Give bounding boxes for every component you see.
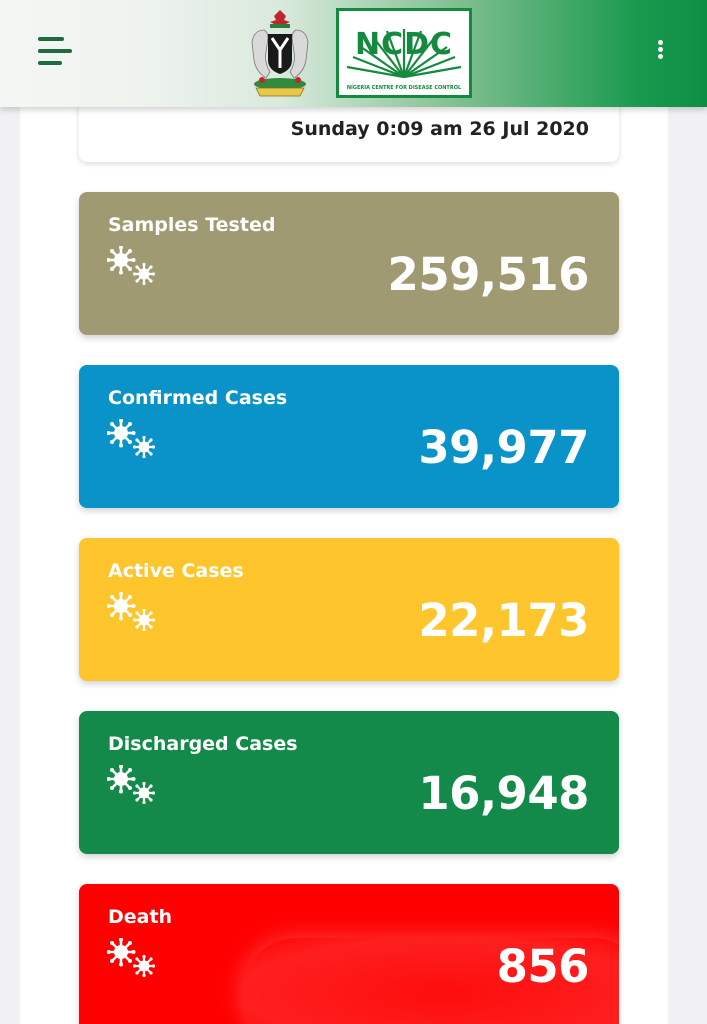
death-card[interactable]: Death 856	[79, 884, 619, 1024]
active-cases-card[interactable]: Active Cases 22,173	[79, 538, 619, 681]
virus-icon	[107, 592, 157, 633]
floating-overlay	[242, 938, 648, 1024]
stat-value: 16,948	[418, 767, 589, 820]
sunburst-icon	[346, 29, 462, 79]
stat-value: 39,977	[418, 421, 589, 474]
ncdc-logo: NCDC NIGERIA CENTRE FOR DISEASE CONTROL	[336, 8, 472, 98]
ncdc-logo-text: NCDC	[354, 27, 454, 62]
hamburger-menu-icon[interactable]	[38, 37, 74, 67]
confirmed-cases-card[interactable]: Confirmed Cases 39,977	[79, 365, 619, 508]
virus-icon	[107, 765, 157, 806]
app-header: NCDC NIGERIA CENTRE FOR DISEASE CONTROL	[0, 0, 707, 107]
stat-label: Confirmed Cases	[108, 387, 288, 409]
virus-icon	[107, 246, 157, 287]
virus-icon	[107, 938, 157, 979]
discharged-cases-card[interactable]: Discharged Cases 16,948	[79, 711, 619, 854]
stat-value: 22,173	[418, 594, 589, 647]
stat-value: 856	[497, 940, 590, 993]
samples-tested-card[interactable]: Samples Tested 259,516	[79, 192, 619, 335]
virus-icon	[107, 419, 157, 460]
stat-label: Death	[108, 906, 173, 928]
stat-label: Discharged Cases	[108, 733, 298, 755]
stat-value: 259,516	[387, 248, 590, 301]
stat-label: Samples Tested	[108, 214, 276, 236]
coat-of-arms-icon	[251, 10, 309, 97]
ncdc-logo-subtitle: NIGERIA CENTRE FOR DISEASE CONTROL	[346, 85, 462, 91]
vertical-dots-icon[interactable]	[654, 40, 666, 62]
last-updated-datetime: Sunday 0:09 am 26 Jul 2020	[290, 118, 589, 140]
stat-label: Active Cases	[108, 560, 244, 582]
